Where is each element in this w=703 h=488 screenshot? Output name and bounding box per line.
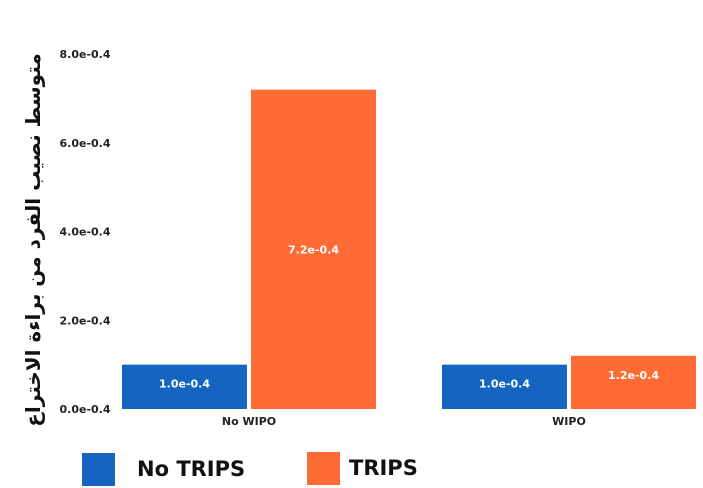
bar-value-label: 1.0e-0.4 [479, 378, 530, 391]
bar [571, 355, 696, 409]
legend-label: TRIPS [349, 456, 418, 480]
bar [122, 364, 247, 409]
y-axis-label: متوسط نصيب الفرد من براءة الاختراع [21, 53, 45, 427]
legend-swatch [82, 453, 115, 486]
data-labels: 1.0e-0.4 7.2e-0.4 1.0e-0.4 1.2e-0.4 [159, 243, 659, 390]
bar-value-label: 7.2e-0.4 [288, 243, 339, 256]
y-tick-label: 6.0e-0.4 [60, 137, 111, 150]
legend: No TRIPS TRIPS [82, 452, 418, 486]
bar-value-label: 1.0e-0.4 [159, 378, 210, 391]
y-tick-label: 8.0e-0.4 [60, 48, 111, 61]
y-tick-label: 4.0e-0.4 [60, 226, 111, 239]
y-tick-labels: 0.0e-0.4 2.0e-0.4 4.0e-0.4 6.0e-0.4 8.0e-0.4 [60, 48, 111, 416]
bar [442, 364, 567, 409]
category-label: WIPO [552, 415, 586, 428]
legend-swatch [307, 452, 340, 485]
category-labels: No WIPO WIPO [222, 415, 586, 428]
bar-value-label: 1.2e-0.4 [608, 369, 659, 382]
legend-label: No TRIPS [137, 457, 245, 481]
category-label: No WIPO [222, 415, 276, 428]
bar [251, 89, 376, 410]
bars [122, 89, 696, 410]
y-tick-label: 0.0e-0.4 [60, 403, 111, 416]
y-tick-label: 2.0e-0.4 [60, 314, 111, 327]
